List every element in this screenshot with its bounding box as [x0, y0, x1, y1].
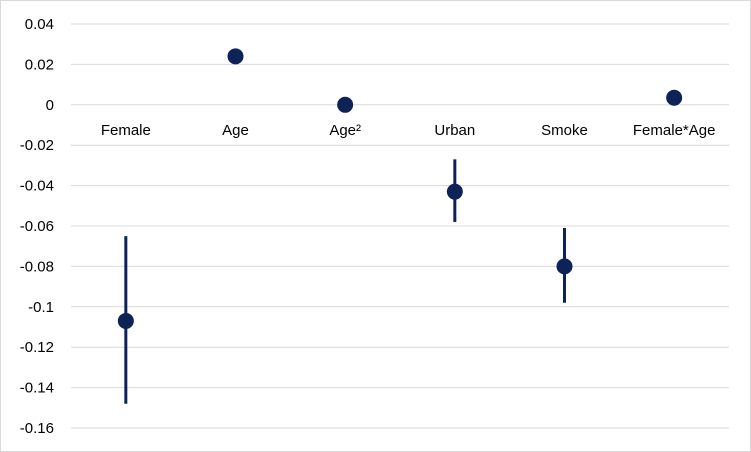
data-points [117, 48, 683, 329]
category-label: Smoke [541, 122, 588, 139]
y-tick-label: -0.14 [20, 380, 54, 397]
category-labels: Female Age Age² Urban Smoke Female*Age [101, 122, 716, 139]
data-point [446, 183, 463, 200]
category-label: Female [101, 122, 151, 139]
category-label: Age² [329, 122, 361, 139]
y-tick-label: 0.04 [25, 16, 54, 33]
gridlines [71, 23, 729, 429]
category-label: Urban [434, 122, 475, 139]
y-tick-label: -0.06 [20, 218, 54, 235]
data-point [117, 312, 134, 329]
error-bars [124, 159, 566, 404]
y-tick-label: -0.04 [20, 178, 54, 195]
data-point [337, 96, 354, 113]
y-tick-label: -0.02 [20, 137, 54, 154]
data-point [666, 89, 683, 106]
y-tick-label: -0.16 [20, 420, 54, 437]
y-tick-label: 0.02 [25, 56, 54, 73]
y-tick-label: -0.08 [20, 258, 54, 275]
y-axis-tick-labels: 0.04 0.02 0 -0.02 -0.04 -0.06 -0.08 -0.1 -0.12 -0… [20, 16, 54, 437]
y-tick-label: -0.12 [20, 339, 54, 356]
y-tick-label: 0 [46, 97, 54, 114]
y-tick-label: -0.1 [28, 299, 54, 316]
category-label: Age [222, 122, 249, 139]
category-label: Female*Age [633, 122, 716, 139]
data-point [556, 258, 573, 275]
data-point [227, 48, 244, 65]
